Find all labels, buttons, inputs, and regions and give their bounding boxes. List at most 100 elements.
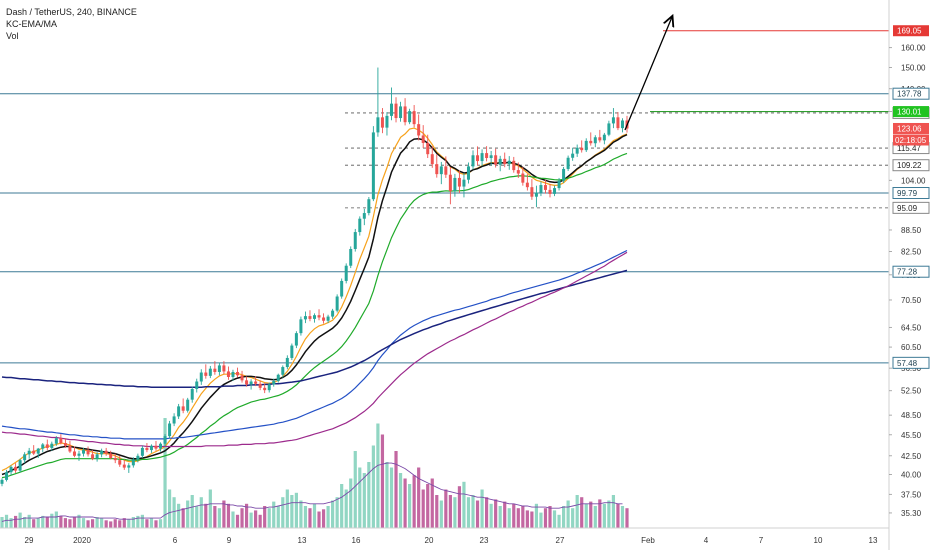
volume-bar [235,514,240,528]
candle-body [86,450,90,455]
volume-bar [471,495,475,528]
volume-bar [208,489,212,528]
candle-body [389,103,393,116]
green-badge-label: 130.01 [897,108,922,117]
volume-bar [36,518,40,528]
volume-bar [349,478,353,528]
volume-bar [335,497,339,528]
candle-body [580,147,584,151]
candle-body [525,182,529,188]
candle-body [263,387,267,391]
time-axis[interactable]: 29 2020 6 9 13 16 20 23 27 Feb 4 7 10 13 [25,536,878,545]
candle-body [204,372,208,376]
volume-bar [367,462,371,528]
volume-bar [371,445,375,528]
candle-body [371,132,375,200]
volume-bar [403,478,407,528]
candle-body [249,381,253,385]
candle-body [254,381,258,384]
volume-bar [543,508,548,528]
level-badge-bg [892,187,930,200]
volume-bar [444,489,448,528]
candle-body [598,137,602,141]
legend-volume[interactable]: Vol [6,31,19,41]
volume-bar [118,520,122,528]
volume-bar [312,503,317,528]
candle-body [358,218,362,233]
candle-body [335,296,339,311]
series-line [1,269,628,388]
candle-body [485,153,489,159]
legend-indicator[interactable]: KC-EMA/MA [6,19,58,29]
volume-bar [109,521,113,528]
candle-body [548,189,552,194]
candle-body [584,140,588,151]
series-line [1,251,628,448]
candle-body [313,315,316,319]
volume-bar [213,506,217,528]
candle-body [36,448,40,454]
volume-bar [430,478,434,528]
date-tick-label: Feb [641,536,655,545]
candle-body [50,443,54,448]
volume-bar [607,500,611,528]
volume-bar [448,495,452,528]
volume-bar [317,511,321,528]
volume-bar [462,481,466,528]
volume-bar [358,467,362,528]
volume-bar [584,503,588,528]
legend-symbol[interactable]: Dash / TetherUS, 240, BINANCE [6,7,137,17]
candle-body [272,380,276,385]
volume-bar [244,503,249,528]
volume-bar [254,510,258,528]
volume-bar [81,518,86,528]
date-tick-label: 20 [425,536,434,545]
legend: Dash / TetherUS, 240, BINANCE KC-EMA/MA … [6,6,137,42]
date-tick-label: 7 [759,536,764,545]
volume-bar [389,467,394,528]
candle-body [14,466,18,471]
level-badge-label: 57.48 [897,359,918,368]
volume-bar [575,495,579,528]
candle-body [539,185,543,193]
volume-bar [263,506,267,528]
candle-body [593,137,597,144]
volume-bar [158,519,163,528]
candle-body [516,170,520,174]
volume-bar [494,499,498,528]
volume-bar [45,517,49,528]
volume-bar [385,462,389,528]
candle-body [213,368,217,372]
level-badge-bg [892,356,930,369]
volume-bar [32,519,36,528]
level-badge-label: 137.78 [897,90,922,99]
volume-bar [27,514,31,528]
candle-body [380,117,384,128]
candle-body [276,374,280,381]
volume-bar [326,506,330,528]
candle-body [489,155,493,159]
price-tick-label: 35.30 [901,509,922,518]
volume-bar [521,506,525,528]
volume-bar [4,514,9,528]
volume-bar [344,489,348,528]
candle-body [322,317,326,321]
indicator-lines [1,127,628,479]
candle-body [507,160,511,165]
candle-body [231,371,235,377]
projection-arrow[interactable] [624,17,672,131]
volume-bar [539,512,543,528]
volume-bar [475,500,480,528]
volume-bar [149,518,154,528]
candle-body [195,381,199,389]
volume-bar [77,514,81,528]
candle-body [408,111,412,123]
candle-body [118,460,122,465]
volume-bar [457,486,462,528]
volume-bar [331,500,335,528]
candle-body [267,384,271,391]
volume-bar [23,517,27,528]
